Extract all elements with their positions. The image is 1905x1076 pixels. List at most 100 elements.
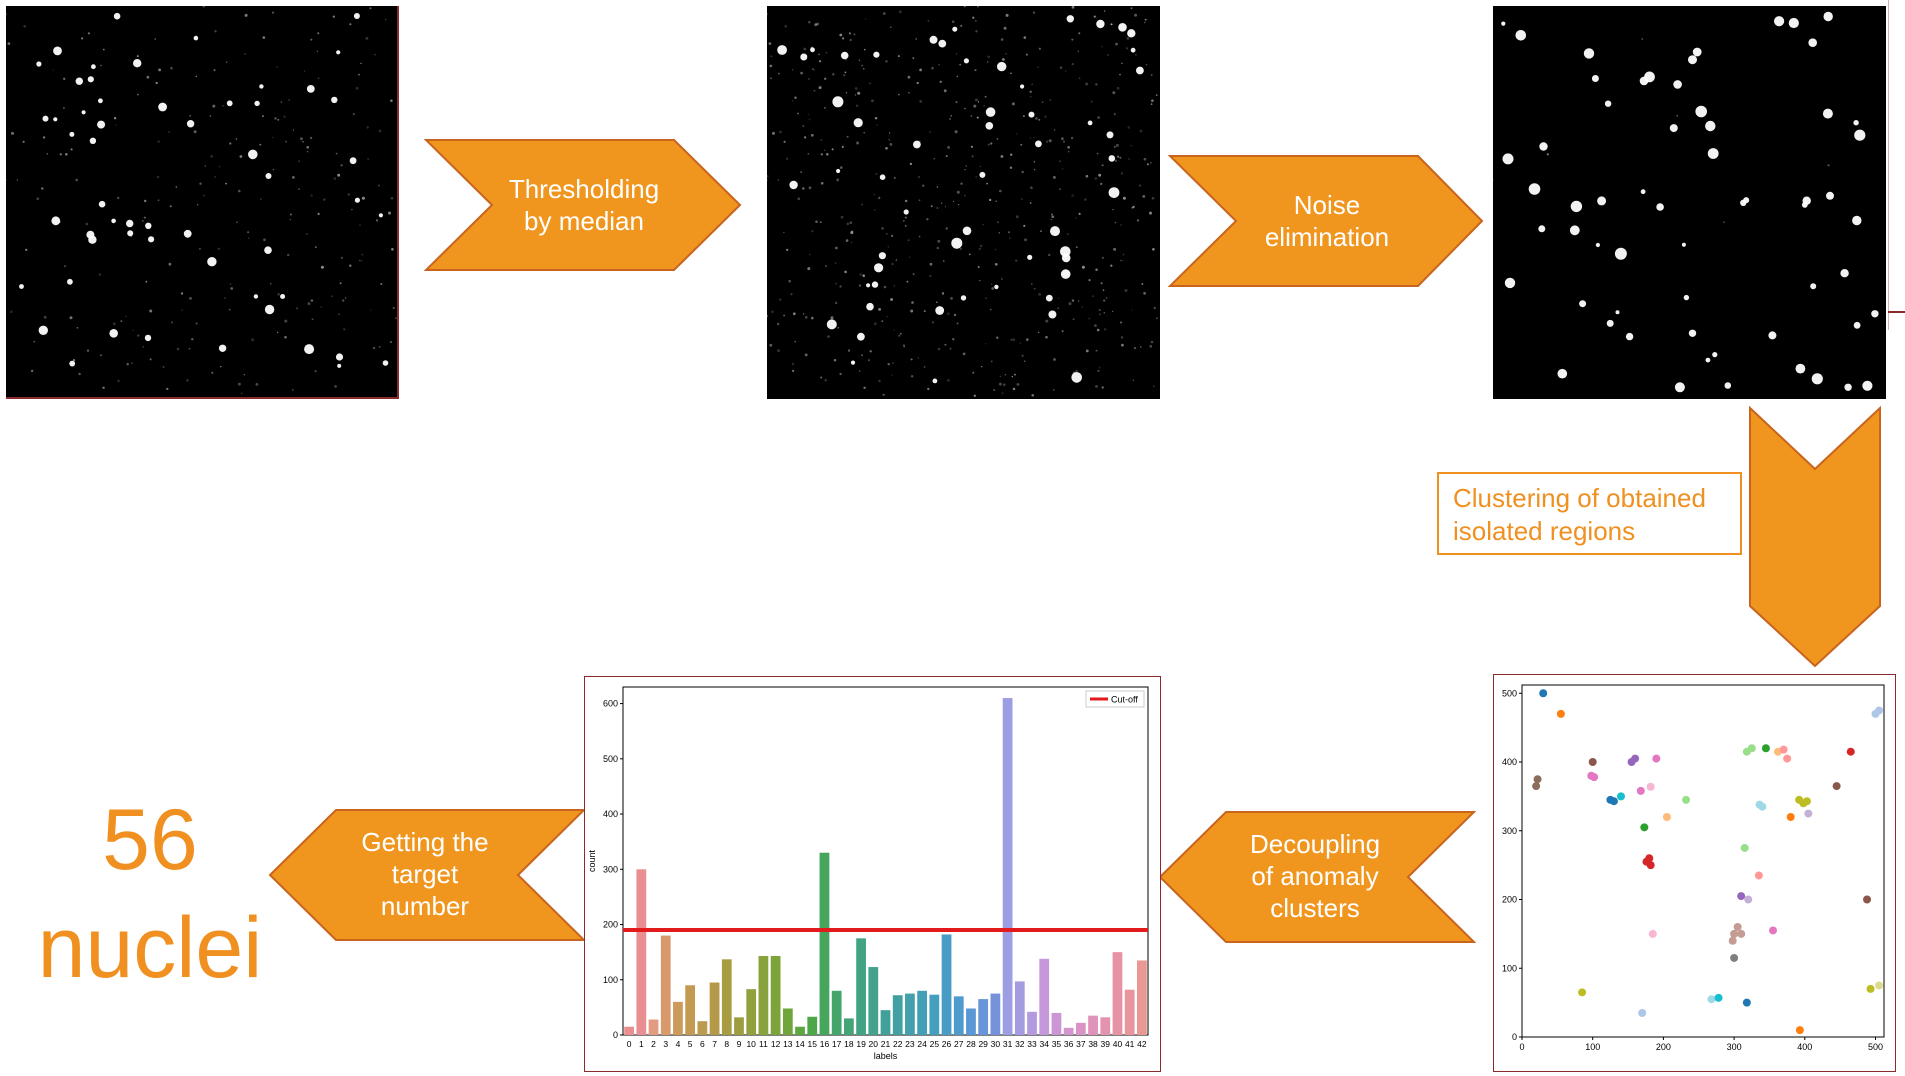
noise-speck	[862, 274, 865, 278]
count-bar	[734, 1017, 744, 1035]
nucleus-blob	[1071, 372, 1082, 383]
denoised-nuclei-dots	[1492, 11, 1879, 393]
noise-speck	[839, 285, 842, 288]
arrow-target-label: Getting the target number	[322, 824, 528, 924]
noise-speck	[840, 215, 844, 219]
count-bar	[1112, 952, 1123, 1035]
bar-y-tick-label: 500	[603, 754, 618, 764]
nucleus-blob	[42, 115, 49, 122]
noise-speck	[881, 227, 884, 230]
denoised-image	[1492, 6, 1886, 399]
cluster-point	[1761, 744, 1770, 753]
noise-speck	[298, 188, 300, 190]
result-unit: nuclei	[37, 900, 263, 996]
noise-speck	[1111, 310, 1114, 313]
noise-speck	[1098, 308, 1101, 312]
cluster-point	[1795, 1026, 1804, 1035]
nucleus-blob	[1774, 16, 1785, 27]
noise-speck	[971, 155, 974, 158]
noise-speck	[5, 179, 7, 182]
noise-speck	[964, 107, 966, 110]
noise-speck	[976, 116, 979, 119]
cluster-point	[1786, 813, 1795, 821]
bar-x-tick-label: 19	[856, 1039, 866, 1049]
noise-speck	[1096, 152, 1099, 155]
noise-speck	[1546, 153, 1549, 156]
noise-speck	[945, 227, 948, 230]
count-bar	[953, 996, 964, 1035]
nucleus-blob	[1502, 153, 1514, 165]
noise-speck	[1143, 291, 1146, 295]
noise-speck	[916, 81, 919, 85]
noise-speck	[974, 69, 977, 72]
cluster-point	[1802, 797, 1811, 806]
noise-speck	[918, 235, 921, 238]
bar-x-tick-label: 10	[746, 1039, 756, 1049]
noise-speck	[144, 199, 147, 203]
noise-speck	[155, 81, 158, 85]
nucleus-blob	[336, 50, 341, 55]
nucleus-blob	[1136, 66, 1144, 75]
noise-speck	[804, 315, 808, 319]
noise-speck	[1141, 283, 1144, 285]
noise-speck	[929, 262, 933, 266]
noise-speck	[851, 230, 854, 233]
nucleus-blob	[331, 96, 338, 104]
noise-speck	[842, 73, 846, 77]
noise-speck	[5, 13, 7, 15]
noise-speck	[1104, 328, 1107, 331]
noise-speck	[385, 18, 387, 21]
noise-speck	[861, 354, 863, 357]
nucleus-blob	[353, 13, 360, 19]
noise-speck	[113, 117, 117, 120]
noise-speck	[1088, 317, 1091, 320]
bar-x-tick-label: 0	[627, 1039, 632, 1049]
noise-speck	[800, 71, 803, 75]
noise-speck	[145, 280, 148, 283]
noise-speck	[1077, 50, 1079, 52]
nucleus-blob	[1688, 329, 1697, 337]
noise-speck	[783, 140, 786, 143]
nucleus-blob	[1515, 30, 1527, 41]
noise-speck	[998, 382, 1002, 386]
noise-speck	[944, 343, 947, 346]
noise-speck	[310, 38, 313, 41]
noise-speck	[891, 263, 894, 265]
noise-speck	[905, 199, 908, 203]
noise-speck	[1122, 196, 1126, 200]
noise-speck	[910, 358, 913, 361]
noise-speck	[979, 165, 982, 168]
noise-speck	[1146, 163, 1149, 166]
noise-speck	[825, 51, 828, 54]
nucleus-blob	[985, 107, 996, 117]
noise-speck	[864, 18, 867, 20]
count-bar	[1075, 1022, 1086, 1035]
noise-speck	[833, 359, 837, 362]
noise-speck	[839, 33, 843, 37]
nucleus-blob	[1673, 80, 1682, 89]
noise-speck	[263, 238, 266, 242]
nucleus-blob	[879, 174, 886, 180]
noise-speck	[1063, 140, 1065, 143]
nucleus-blob	[1712, 352, 1718, 358]
nucleus-blob	[1640, 189, 1646, 195]
noise-speck	[1009, 237, 1011, 239]
noise-speck	[1067, 151, 1070, 153]
noise-speck	[804, 353, 808, 357]
noise-speck	[1121, 62, 1123, 65]
noise-speck	[998, 232, 1001, 234]
nucleus-blob	[69, 360, 76, 367]
noise-speck	[950, 115, 952, 117]
noise-speck	[358, 73, 360, 76]
bar-x-tick-label: 21	[881, 1039, 891, 1049]
noise-speck	[807, 113, 809, 115]
noise-speck	[936, 246, 940, 250]
noise-speck	[1021, 170, 1024, 174]
bar-x-tick-label: 5	[688, 1039, 693, 1049]
noise-speck	[1019, 342, 1022, 344]
noise-speck	[878, 196, 881, 200]
bar-x-tick-label: 37	[1076, 1039, 1086, 1049]
noise-speck	[1110, 23, 1113, 26]
cluster-point	[1714, 993, 1723, 1002]
nucleus-blob	[832, 96, 844, 108]
